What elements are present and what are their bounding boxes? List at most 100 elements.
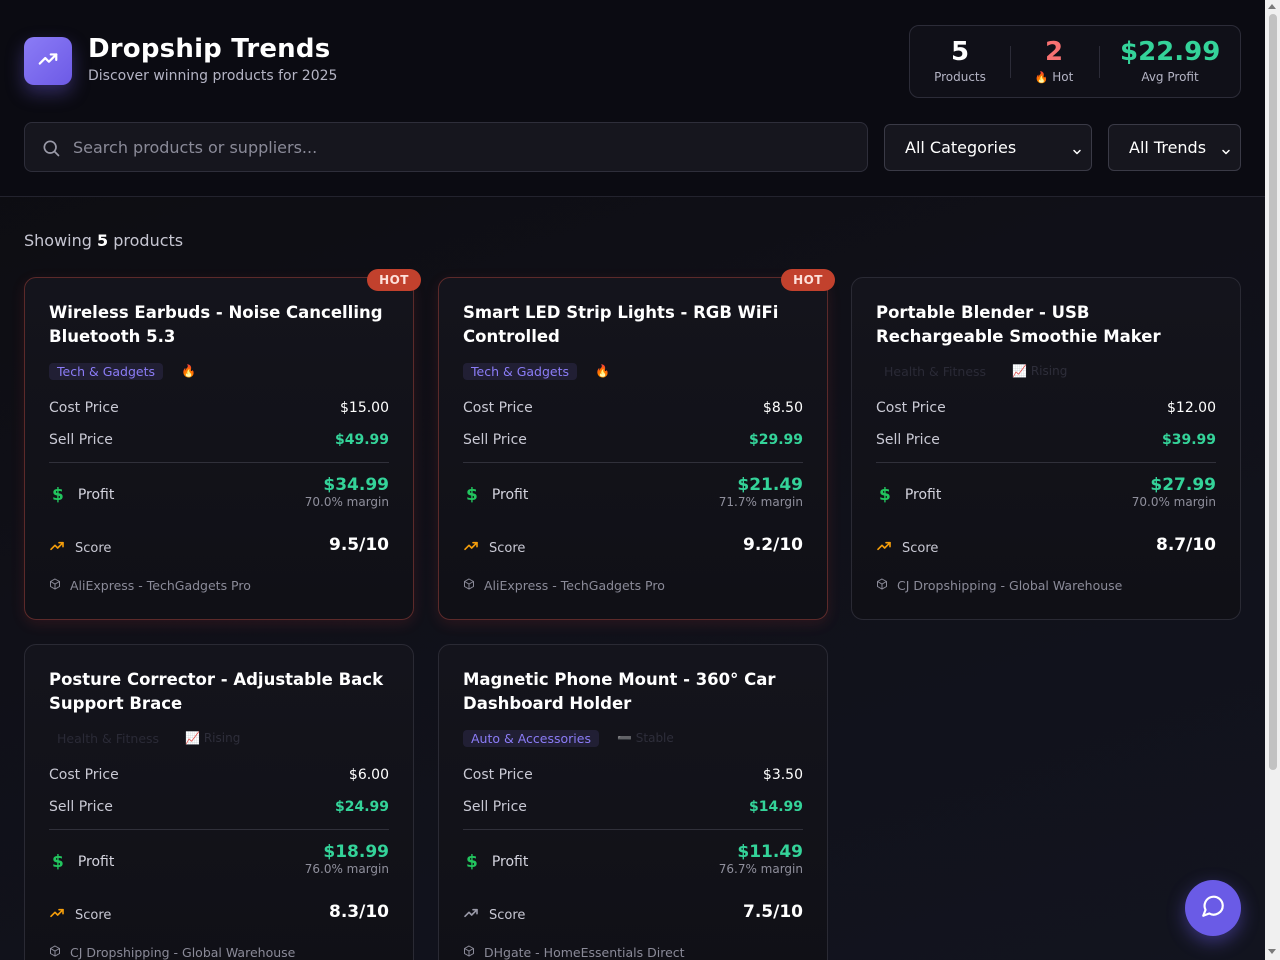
- chevron-down-icon: [1071, 143, 1083, 162]
- stat-products-value: 5: [950, 37, 970, 67]
- chat-button[interactable]: [1185, 880, 1241, 936]
- divider: [49, 462, 389, 463]
- hot-badge: HOT: [781, 269, 835, 291]
- product-tags: Health & Fitness 📈 Rising: [876, 361, 1073, 381]
- sell-row: Sell Price $49.99: [49, 432, 389, 448]
- chart-increasing-icon: 📈: [185, 731, 200, 745]
- product-tags: Tech & Gadgets 🔥: [49, 361, 202, 381]
- supplier: AliExpress - TechGadgets Pro: [463, 578, 665, 593]
- sell-value: $39.99: [1161, 432, 1216, 448]
- product-card[interactable]: HOT Wireless Earbuds - Noise Cancelling …: [24, 269, 421, 620]
- sell-value: $49.99: [334, 432, 389, 448]
- trend-tag: 📈 Rising: [1012, 364, 1068, 378]
- stat-avg-profit-label: Avg Profit: [1141, 70, 1199, 84]
- sell-row: Sell Price $24.99: [49, 799, 389, 815]
- profit-value: $27.99: [1150, 475, 1216, 495]
- fire-icon: 🔥: [595, 364, 610, 378]
- product-card[interactable]: Magnetic Phone Mount - 360° Car Dashboar…: [438, 644, 828, 960]
- app-title: Dropship Trends: [88, 34, 331, 64]
- divider: [463, 462, 803, 463]
- product-card[interactable]: Portable Blender - USB Rechargeable Smoo…: [851, 277, 1241, 620]
- category-select[interactable]: All Categories: [884, 124, 1092, 171]
- profit-block: $27.99 70.0% margin: [1132, 475, 1216, 509]
- category-select-value: All Categories: [905, 138, 1017, 157]
- cost-row: Cost Price $12.00: [876, 400, 1216, 416]
- stat-avg-profit: $22.99 Avg Profit: [1120, 36, 1220, 84]
- product-name: Magnetic Phone Mount - 360° Car Dashboar…: [463, 670, 776, 713]
- profit-block: $11.49 76.7% margin: [719, 842, 803, 876]
- trend-tag: 🔥: [589, 363, 616, 379]
- package-icon: [463, 945, 484, 960]
- results-count-number: 5: [97, 231, 109, 250]
- category-tag: Auto & Accessories: [463, 729, 599, 747]
- search-input[interactable]: [73, 123, 853, 171]
- sell-value: $24.99: [334, 799, 389, 815]
- divider: [463, 829, 803, 830]
- scroll-thumb[interactable]: [1269, 14, 1277, 770]
- search-box[interactable]: [24, 122, 868, 172]
- trending-up-icon: [876, 538, 902, 558]
- dollar-icon: $: [52, 852, 64, 872]
- trend-select[interactable]: All Trends: [1108, 124, 1241, 171]
- product-tags: Auto & Accessories ➖ Stable: [463, 728, 680, 748]
- product-name: Smart LED Strip Lights - RGB WiFi Contro…: [463, 303, 779, 346]
- category-tag: Tech & Gadgets: [49, 362, 164, 380]
- dollar-icon: $: [466, 852, 478, 872]
- search-icon: [41, 138, 61, 162]
- hot-badge: HOT: [367, 269, 421, 291]
- score-value: 7.5/10: [743, 902, 803, 922]
- profit-value: $18.99: [323, 842, 389, 862]
- vertical-scrollbar[interactable]: [1265, 0, 1280, 960]
- package-icon: [463, 578, 484, 593]
- fire-icon: 🔥: [181, 364, 196, 378]
- product-card[interactable]: HOT Smart LED Strip Lights - RGB WiFi Co…: [438, 269, 835, 620]
- score-label: Score: [463, 905, 525, 925]
- chart-increasing-icon: 📈: [1012, 364, 1027, 378]
- cost-value: $8.50: [762, 400, 803, 416]
- dollar-icon: $: [52, 485, 64, 505]
- score-label: Score: [876, 538, 938, 558]
- sell-row: Sell Price $14.99: [463, 799, 803, 815]
- app-logo: [24, 37, 72, 85]
- dollar-icon: $: [466, 485, 478, 505]
- trending-up-icon: [463, 538, 489, 558]
- scroll-down-arrow-icon[interactable]: [1268, 949, 1276, 954]
- cost-value: $6.00: [348, 767, 389, 783]
- scroll-up-arrow-icon[interactable]: [1268, 4, 1276, 9]
- profit-value: $11.49: [737, 842, 803, 862]
- trend-tag: 🔥: [175, 363, 202, 379]
- profit-label: $ Profit: [52, 852, 115, 872]
- stat-divider: [1010, 46, 1011, 78]
- profit-label: $ Profit: [879, 485, 942, 505]
- supplier: DHgate - HomeEssentials Direct: [463, 945, 685, 960]
- package-icon: [49, 945, 70, 960]
- trending-up-icon: [463, 905, 489, 925]
- product-tags: Tech & Gadgets 🔥: [463, 361, 616, 381]
- stat-avg-profit-value: $22.99: [1120, 37, 1221, 67]
- supplier: AliExpress - TechGadgets Pro: [49, 578, 251, 593]
- dollar-icon: $: [879, 485, 891, 505]
- trending-up-icon: [37, 48, 59, 74]
- cost-row: Cost Price $8.50: [463, 400, 803, 416]
- profit-value: $34.99: [323, 475, 389, 495]
- divider: [876, 462, 1216, 463]
- stat-divider: [1099, 46, 1100, 78]
- profit-block: $18.99 76.0% margin: [305, 842, 389, 876]
- profit-label: $ Profit: [52, 485, 115, 505]
- profit-label: $ Profit: [466, 852, 529, 872]
- profit-block: $34.99 70.0% margin: [305, 475, 389, 509]
- results-count: Showing 5 products: [24, 231, 184, 250]
- stat-hot-value: 2: [1044, 37, 1064, 67]
- fire-icon: 🔥: [1034, 71, 1049, 84]
- margin-value: 71.7% margin: [718, 495, 803, 509]
- stat-products-label: Products: [934, 70, 986, 84]
- package-icon: [876, 578, 897, 593]
- score-label: Score: [463, 538, 525, 558]
- cost-value: $3.50: [762, 767, 803, 783]
- product-card[interactable]: Posture Corrector - Adjustable Back Supp…: [24, 644, 414, 960]
- profit-label: $ Profit: [466, 485, 529, 505]
- divider: [49, 829, 389, 830]
- trending-up-icon: [49, 538, 75, 558]
- trend-tag: ➖ Stable: [616, 731, 674, 745]
- sell-row: Sell Price $29.99: [463, 432, 803, 448]
